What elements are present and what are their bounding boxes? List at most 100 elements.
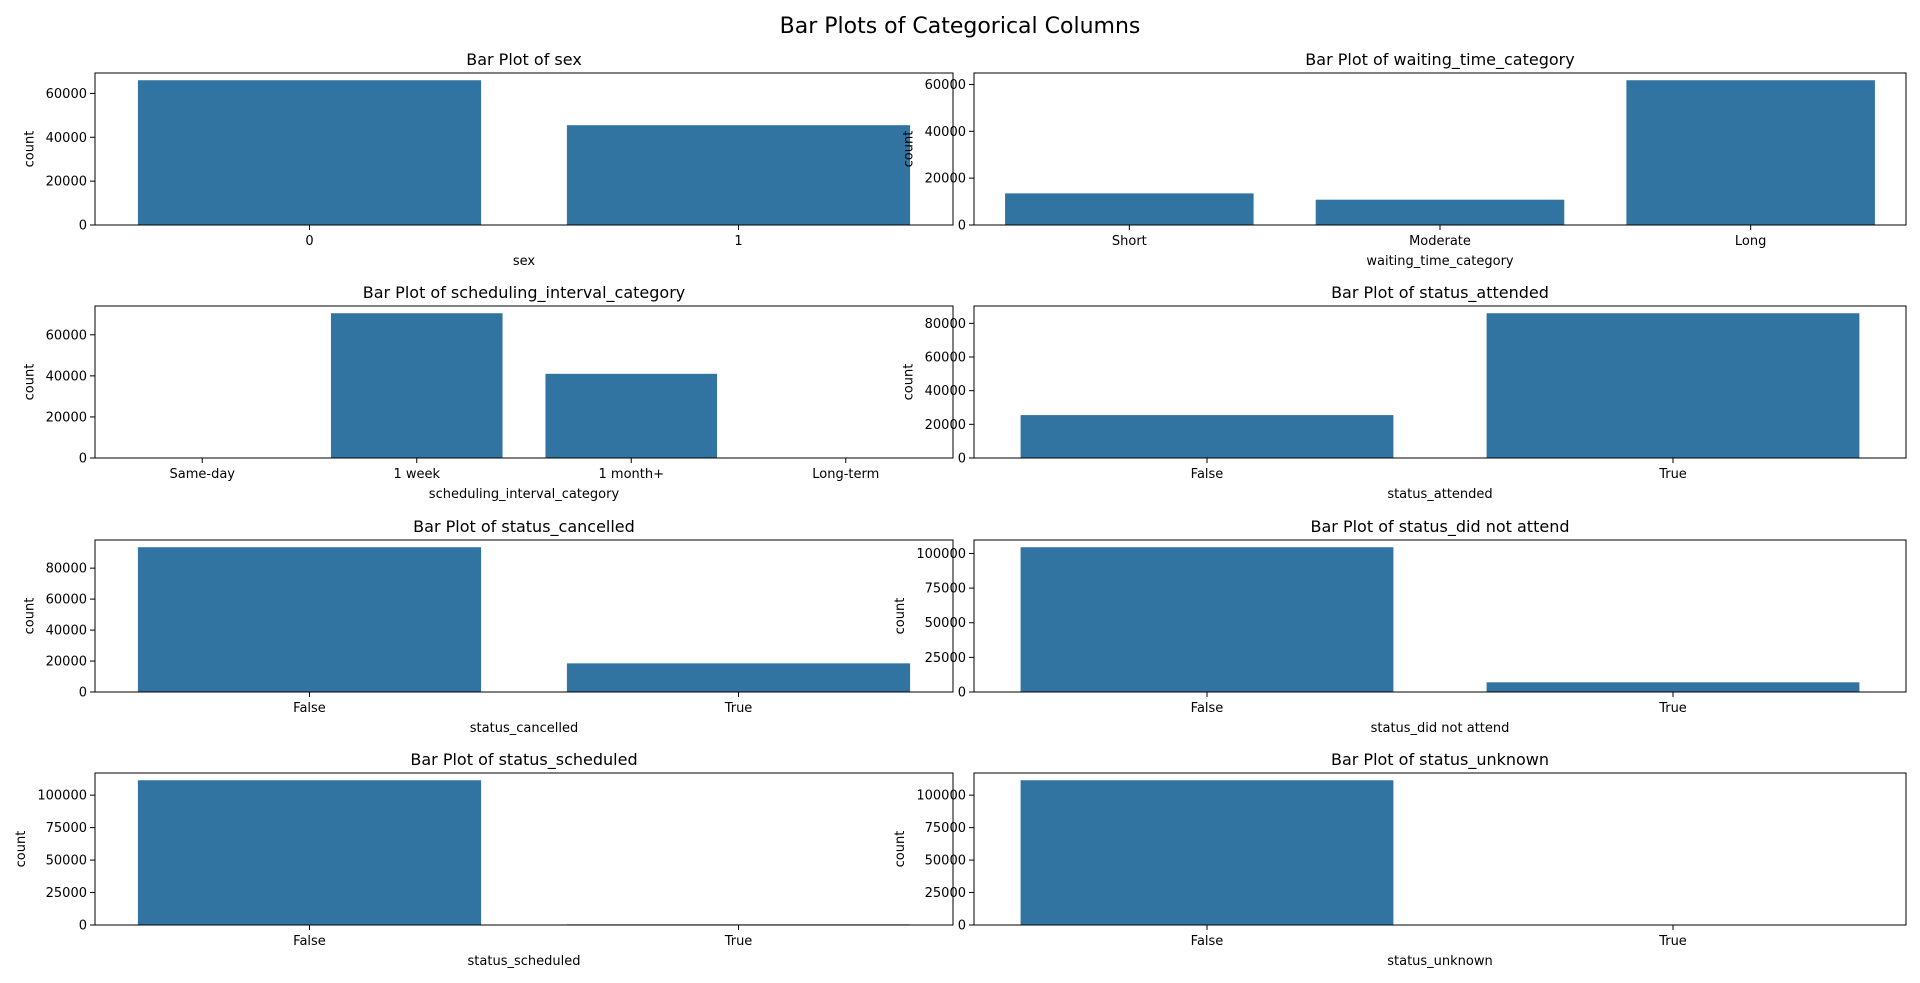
bar-false — [137, 780, 482, 925]
x-tick-label: Same-day — [170, 467, 236, 482]
bar-true — [1486, 313, 1860, 458]
y-axis-label: count — [893, 598, 908, 635]
bar-short — [1005, 193, 1254, 225]
y-tick-label: 20000 — [925, 172, 966, 187]
bar-long — [1626, 80, 1875, 225]
chart-panel-4: False True 0 20000 40000 60000 80000 Bar Plot o… — [23, 517, 954, 736]
y-tick-label: 75000 — [925, 821, 966, 836]
x-tick-label: 0 — [305, 234, 313, 249]
bar-1-month- — [545, 373, 718, 458]
y-tick-label: 40000 — [925, 125, 966, 140]
x-tick-label: True — [724, 934, 753, 949]
x-tick-label: False — [1191, 467, 1224, 482]
x-tick-label: True — [1658, 934, 1687, 949]
chart-title: Bar Plot of sex — [466, 50, 582, 69]
y-tick-label: 60000 — [46, 87, 87, 102]
x-axis-label: status_cancelled — [470, 721, 578, 736]
chart-title: Bar Plot of scheduling_interval_category — [363, 283, 686, 303]
y-tick-label: 20000 — [925, 418, 966, 433]
y-tick-label: 40000 — [46, 369, 87, 384]
bar-1-week — [330, 313, 503, 458]
y-tick-label: 25000 — [925, 651, 966, 666]
plot-frame — [94, 772, 954, 926]
y-tick-label: 0 — [958, 219, 966, 234]
chart-panel-2: Same-day 1 week 1 month+ Long-term 0 20000 400… — [23, 283, 954, 502]
x-tick-label: True — [1658, 701, 1687, 716]
bar-false — [1020, 415, 1394, 458]
chart-panel-6: False True 0 25000 50000 75000 100000 Bar Plot … — [14, 750, 954, 969]
x-axis-label: status_attended — [1387, 487, 1492, 502]
chart-panel-0: 0 1 0 20000 40000 60000 Bar Plot of sex sex coun… — [23, 50, 954, 269]
y-axis-label: count — [893, 831, 908, 868]
y-tick-label: 40000 — [46, 131, 87, 146]
y-tick-label: 25000 — [46, 886, 87, 901]
y-tick-label: 40000 — [46, 624, 87, 639]
bar-false — [1020, 780, 1394, 925]
page-title: Bar Plots of Categorical Columns — [779, 14, 1141, 39]
y-tick-label: 50000 — [925, 854, 966, 869]
y-axis-label: count — [23, 364, 38, 401]
bar-true — [1486, 682, 1860, 692]
plot-frame — [94, 305, 954, 459]
y-tick-label: 40000 — [925, 384, 966, 399]
y-tick-label: 50000 — [925, 616, 966, 631]
y-tick-label: 50000 — [46, 854, 87, 869]
y-axis-label: count — [14, 831, 29, 868]
x-axis-label: status_did not attend — [1371, 721, 1510, 736]
plot-frame — [973, 72, 1907, 226]
y-tick-label: 75000 — [925, 582, 966, 597]
x-axis-label: status_scheduled — [468, 954, 581, 969]
x-tick-label: False — [293, 701, 326, 716]
x-tick-label: Short — [1112, 234, 1147, 249]
y-tick-label: 100000 — [916, 547, 966, 562]
x-axis-label: scheduling_interval_category — [429, 487, 620, 502]
y-tick-label: 0 — [958, 686, 966, 701]
chart-panel-3: False True 0 20000 40000 60000 80000 Bar Plot o… — [902, 283, 1907, 502]
y-tick-label: 75000 — [46, 821, 87, 836]
y-axis-label: count — [902, 364, 917, 401]
x-axis-label: status_unknown — [1387, 954, 1493, 969]
y-tick-label: 100000 — [37, 789, 87, 804]
y-tick-label: 0 — [79, 919, 87, 934]
x-tick-label: False — [293, 934, 326, 949]
y-tick-label: 20000 — [46, 175, 87, 190]
x-tick-label: Long-term — [812, 467, 879, 482]
x-tick-label: Moderate — [1409, 234, 1471, 249]
y-tick-label: 80000 — [925, 317, 966, 332]
bar-0 — [137, 80, 482, 225]
plot-frame — [973, 772, 1907, 926]
x-tick-label: True — [1658, 467, 1687, 482]
y-tick-label: 20000 — [46, 655, 87, 670]
plot-frame — [94, 539, 954, 693]
x-tick-label: Long — [1735, 234, 1766, 249]
y-tick-label: 0 — [79, 686, 87, 701]
y-tick-label: 25000 — [925, 886, 966, 901]
chart-panel-7: False True 0 25000 50000 75000 100000 Bar Plot … — [893, 750, 1907, 969]
y-tick-label: 0 — [79, 219, 87, 234]
plot-frame — [94, 72, 954, 226]
y-tick-label: 60000 — [46, 328, 87, 343]
bar-false — [1020, 547, 1394, 692]
x-tick-label: False — [1191, 934, 1224, 949]
bar-1 — [566, 125, 911, 225]
plot-frame — [973, 305, 1907, 459]
y-tick-label: 80000 — [46, 562, 87, 577]
bar-moderate — [1315, 199, 1565, 225]
chart-panel-5: False True 0 25000 50000 75000 100000 Bar Plot … — [893, 517, 1907, 736]
chart-title: Bar Plot of waiting_time_category — [1305, 50, 1574, 70]
y-tick-label: 60000 — [46, 593, 87, 608]
bar-true — [566, 663, 911, 692]
y-tick-label: 0 — [958, 919, 966, 934]
x-tick-label: 1 week — [393, 467, 440, 482]
x-tick-label: 1 month+ — [599, 467, 665, 482]
bar-false — [137, 547, 482, 692]
y-axis-label: count — [23, 131, 38, 168]
x-axis-label: waiting_time_category — [1366, 254, 1514, 269]
x-tick-label: 1 — [734, 234, 742, 249]
chart-title: Bar Plot of status_unknown — [1331, 750, 1549, 770]
plot-frame — [973, 539, 1907, 693]
y-tick-label: 20000 — [46, 410, 87, 425]
chart-title: Bar Plot of status_cancelled — [413, 517, 635, 537]
